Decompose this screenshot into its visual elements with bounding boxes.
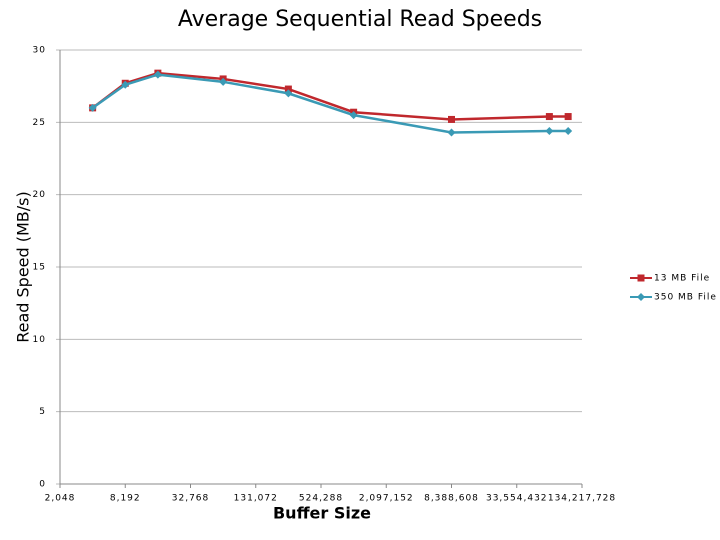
- marker: [447, 128, 456, 137]
- marker: [121, 80, 130, 89]
- x-tick-label: 32,768: [172, 494, 210, 504]
- x-tick-label: 524,288: [299, 494, 343, 504]
- series-line: [91, 71, 569, 121]
- x-tick-label: 8,192: [110, 494, 141, 504]
- y-tick-label: 30: [33, 46, 46, 56]
- marker: [545, 113, 553, 121]
- marker: [153, 70, 162, 79]
- y-tick-label: 25: [33, 118, 46, 128]
- chart-title: Average Sequential Read Speeds: [178, 7, 542, 32]
- marker: [349, 111, 358, 120]
- y-tick-label: 20: [33, 190, 46, 200]
- legend-marker: [637, 293, 645, 301]
- marker: [219, 77, 228, 86]
- x-tick-label: 134,217,728: [548, 494, 616, 504]
- marker: [545, 127, 554, 136]
- x-tick-label: 131,072: [234, 494, 278, 504]
- y-tick-label: 10: [33, 335, 46, 345]
- y-tick-label: 5: [39, 407, 46, 417]
- x-tick-label: 2,048: [45, 494, 76, 504]
- marker: [88, 103, 97, 112]
- y-axis-label: Read Speed (MB/s): [14, 191, 33, 343]
- marker: [564, 113, 572, 121]
- x-tick-label: 33,554,432: [486, 494, 548, 504]
- x-tick-label: 8,388,608: [424, 494, 479, 504]
- x-tick-label: 2,097,152: [359, 494, 414, 504]
- x-axis-label: Buffer Size: [273, 504, 371, 523]
- marker: [448, 115, 455, 123]
- legend-label: 13 MB File: [654, 274, 710, 284]
- legend-marker: [637, 274, 645, 282]
- marker: [284, 89, 293, 98]
- legend-label: 350 MB File: [654, 293, 717, 303]
- marker: [284, 85, 292, 93]
- y-tick-label: 0: [39, 480, 46, 490]
- marker: [564, 127, 573, 136]
- y-tick-label: 15: [33, 263, 46, 273]
